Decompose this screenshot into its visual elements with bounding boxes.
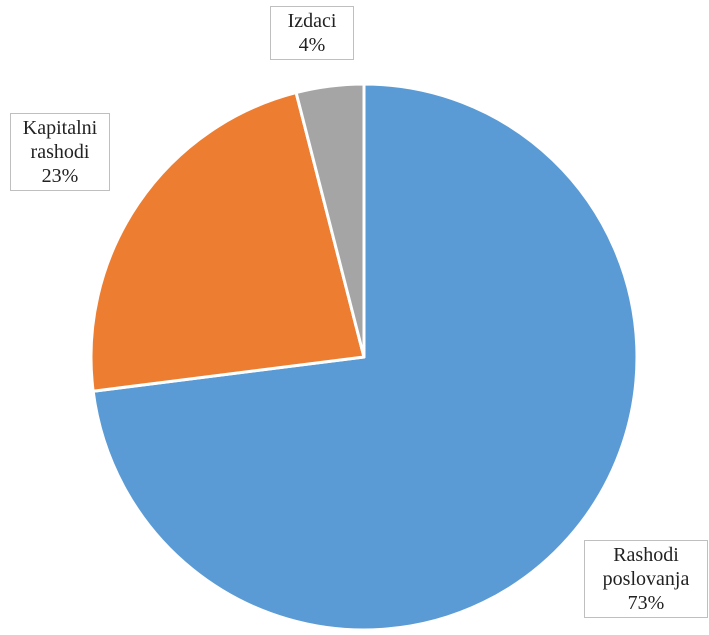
label-percent: 73% [627, 592, 665, 614]
label-line: poslovanja [602, 568, 690, 590]
label-line: Rashodi [613, 544, 679, 566]
pie-slices [89, 82, 639, 632]
pie-slice-2 [294, 82, 366, 359]
data-label-kapitalni-rashodi: Kapitalni rashodi 23% [10, 113, 110, 191]
data-label-rashodi-poslovanja: Rashodi poslovanja 73% [584, 540, 708, 618]
label-line: Kapitalni [22, 117, 98, 139]
label-line: rashodi [30, 141, 90, 163]
data-label-izdaci: Izdaci 4% [270, 6, 354, 60]
pie-slice-1 [89, 91, 366, 393]
label-percent: 23% [41, 165, 79, 187]
label-line: Izdaci [287, 10, 337, 32]
label-percent: 4% [298, 34, 326, 56]
